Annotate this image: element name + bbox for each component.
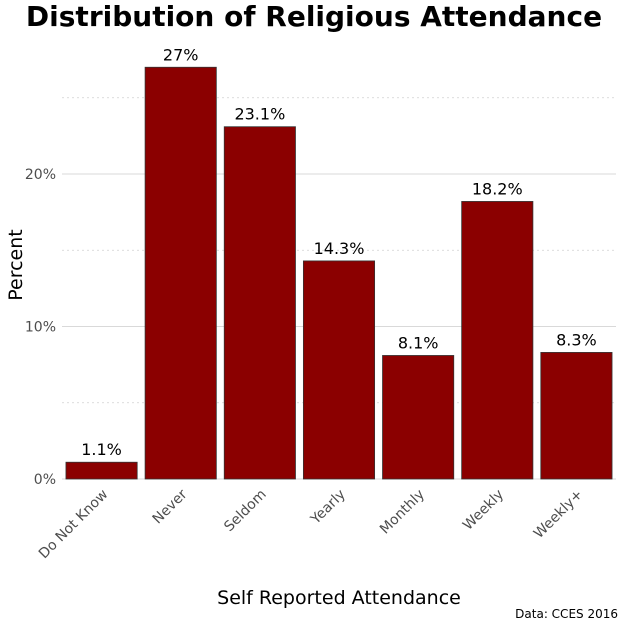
y-tick-label: 20% <box>25 167 56 183</box>
x-tick-label: Never <box>150 486 191 527</box>
y-tick-label: 0% <box>34 472 56 488</box>
bar-value-label: 1.1% <box>81 440 122 459</box>
bar-value-label: 23.1% <box>234 105 285 124</box>
bar-do-not-know <box>65 461 138 480</box>
bar-value-label: 8.1% <box>398 333 439 352</box>
bar-seldom <box>223 126 296 480</box>
x-tick-label: Monthly <box>377 487 428 538</box>
bar-value-label: 8.3% <box>556 330 597 349</box>
y-axis-ticks: 0% 10% 20% <box>25 167 56 488</box>
x-tick-label: Yearly <box>307 487 349 529</box>
x-tick-label: Seldom <box>221 487 269 535</box>
x-tick-label: Weekly+ <box>531 487 586 542</box>
x-axis-ticks: Do Not Know Never Seldom Yearly Monthly Weekl… <box>36 486 586 562</box>
bar-yearly <box>302 260 376 480</box>
bars <box>65 66 613 480</box>
bar-weekly- <box>540 352 613 480</box>
bar-labels: 1.1% 27% 23.1% 14.3% 8.1% 18.2% 8.3% <box>81 45 597 459</box>
bar-value-label: 14.3% <box>314 239 365 258</box>
x-tick-label: Weekly <box>460 487 507 534</box>
bar-value-label: 27% <box>163 45 199 64</box>
bar-monthly <box>382 355 455 480</box>
x-axis-title: Self Reported Attendance <box>217 587 461 609</box>
bar-weekly <box>461 201 534 480</box>
y-axis-title: Percent <box>5 229 27 301</box>
caption: Data: CCES 2016 <box>515 607 618 621</box>
chart-title: Distribution of Religious Attendance <box>26 0 602 33</box>
x-tick-label: Do Not Know <box>36 487 112 563</box>
y-tick-label: 10% <box>25 320 56 336</box>
bar-never <box>144 66 217 480</box>
bar-value-label: 18.2% <box>472 179 523 198</box>
